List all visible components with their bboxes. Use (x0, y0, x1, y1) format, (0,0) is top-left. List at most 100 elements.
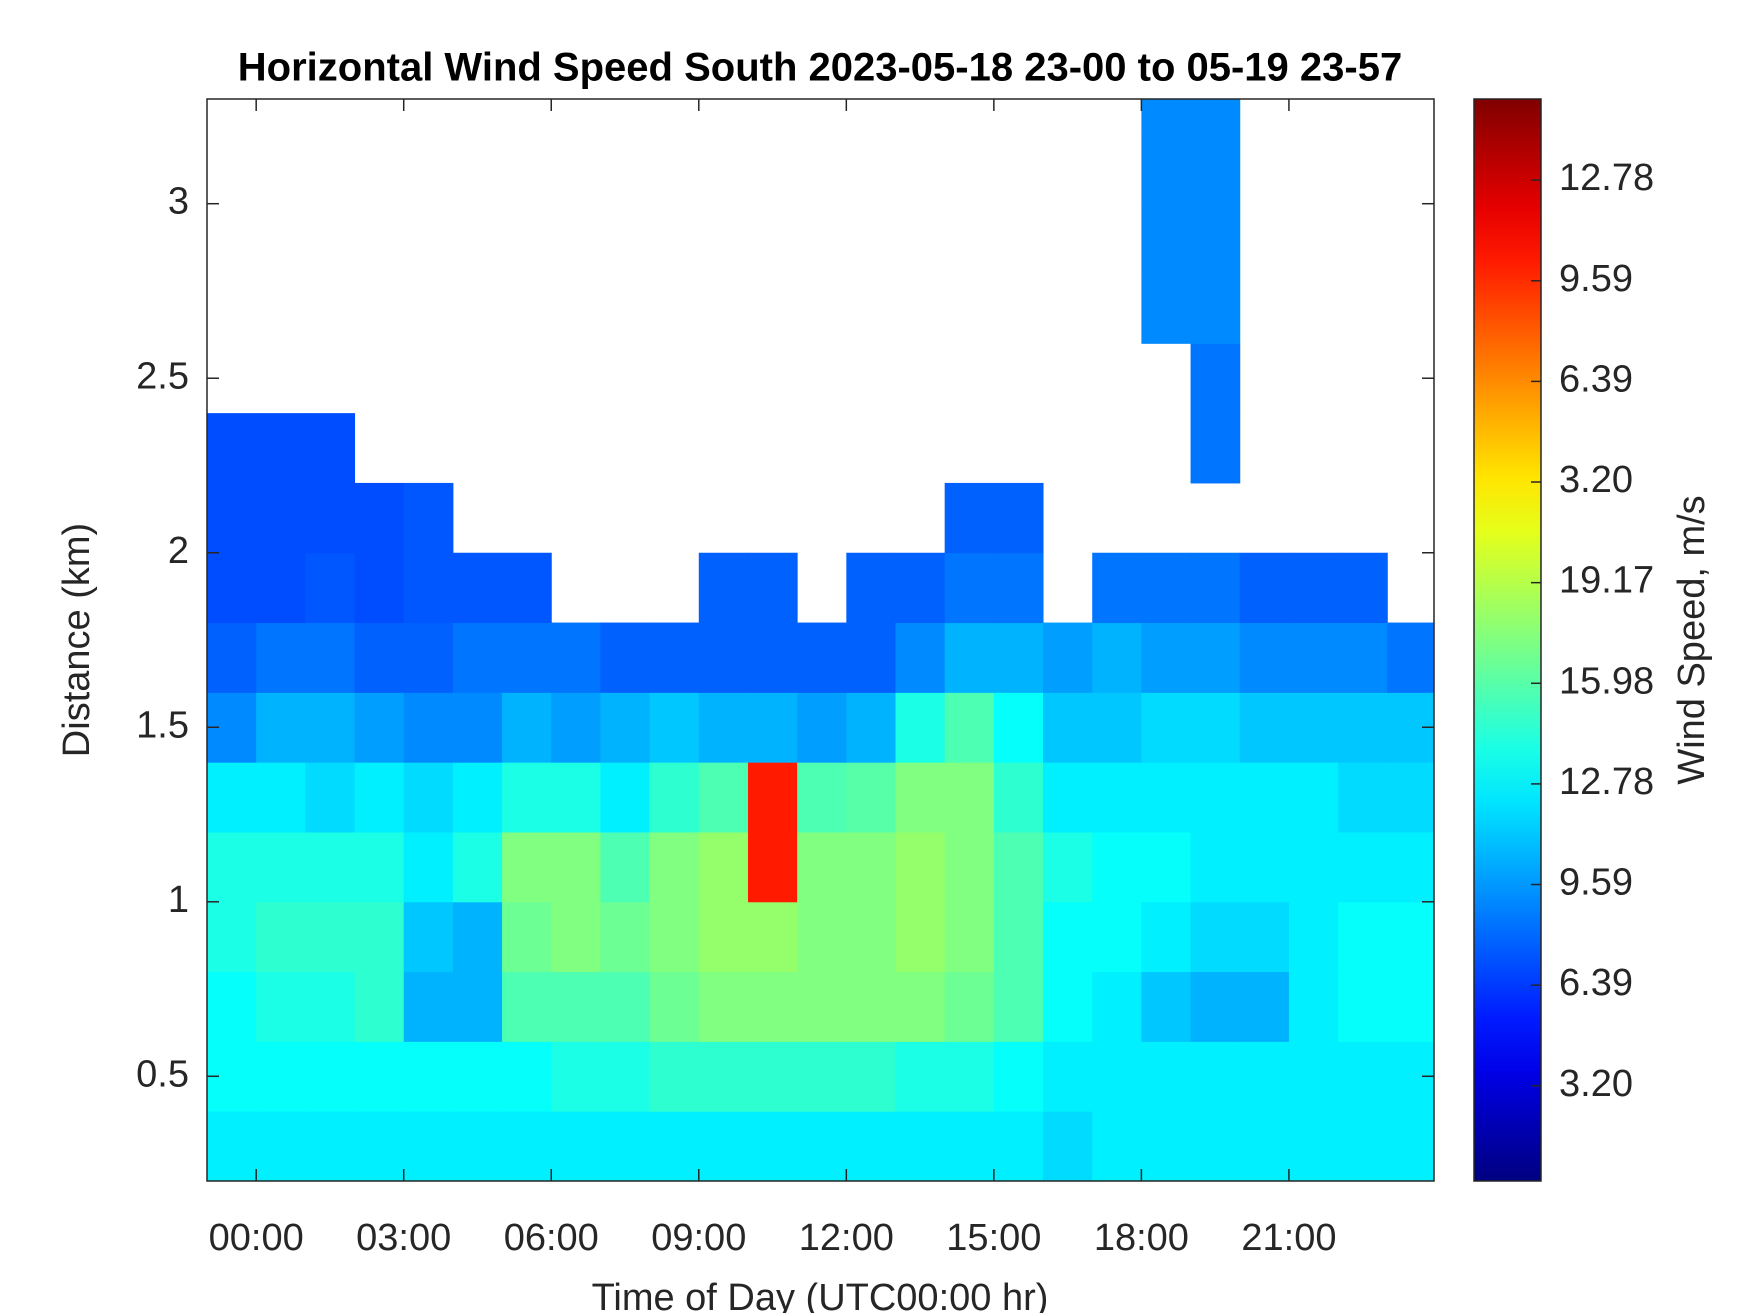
heat-cell (305, 831, 356, 903)
heat-cell (797, 971, 847, 1042)
heat-cell (1239, 901, 1290, 973)
heat-cell (1288, 692, 1339, 763)
heat-cell (797, 1111, 847, 1181)
heat-cell (1190, 343, 1241, 414)
heat-cell (1288, 971, 1339, 1042)
heat-cell (403, 622, 454, 693)
heat-cell (1387, 622, 1434, 693)
heat-cell (551, 1111, 601, 1181)
heat-cell (600, 692, 651, 763)
heat-cell (747, 901, 798, 973)
heat-cell (698, 1041, 749, 1112)
heat-cell (698, 552, 749, 624)
heat-cell (403, 901, 454, 973)
heat-cell (698, 1111, 749, 1181)
heat-cell (207, 482, 257, 554)
heat-cell (698, 901, 749, 973)
heat-cell (698, 692, 749, 763)
heat-cell (305, 1111, 356, 1181)
heat-cell (551, 1041, 601, 1112)
colorbar-label: Wind Speed, m/s (1671, 495, 1713, 784)
colorbar-tick-label: 12.78 (1559, 761, 1654, 803)
heat-cell (452, 762, 503, 833)
heat-cell (797, 1041, 847, 1112)
heat-cell (944, 692, 995, 763)
heat-cell (1338, 622, 1388, 693)
x-axis-label: Time of Day (UTC00:00 hr) (592, 1277, 1049, 1313)
heat-cell (895, 552, 946, 624)
heat-cell (1338, 762, 1388, 833)
heat-cell (1239, 762, 1290, 833)
heat-cell (403, 1111, 454, 1181)
heat-cell (256, 1041, 306, 1112)
heat-cell (1288, 622, 1339, 693)
heat-cell (747, 762, 798, 833)
heat-cell (1288, 1111, 1339, 1181)
heat-cell (452, 971, 503, 1042)
heat-cell (1092, 971, 1142, 1042)
colorbar-tick-label: 3.20 (1559, 459, 1633, 501)
heat-cell (1338, 692, 1388, 763)
heat-cell (354, 1111, 405, 1181)
heat-cell (747, 831, 798, 903)
heat-cell (354, 1041, 405, 1112)
chart-title: Horizontal Wind Speed South 2023-05-18 2… (238, 46, 1402, 90)
heat-cell (895, 692, 946, 763)
heat-cell (993, 901, 1044, 973)
x-tick-label: 06:00 (504, 1217, 599, 1259)
heat-cell (993, 622, 1044, 693)
y-tick-label: 3 (168, 181, 189, 223)
heat-cell (944, 622, 995, 693)
heat-cell (1190, 622, 1241, 693)
colorbar-tick-label: 19.17 (1559, 560, 1654, 602)
heat-cell (551, 622, 601, 693)
heat-cell (452, 901, 503, 973)
heat-cell (551, 692, 601, 763)
heat-cell (1190, 273, 1241, 344)
y-tick-label: 1.5 (136, 704, 189, 746)
heat-cell (1387, 762, 1434, 833)
heat-cell (747, 622, 798, 693)
heat-cell (895, 622, 946, 693)
heat-cell (895, 1041, 946, 1112)
heat-cell (846, 1041, 896, 1112)
heat-cell (993, 1111, 1044, 1181)
heat-cell (1092, 901, 1142, 973)
heat-cell (1288, 831, 1339, 903)
heat-cell (846, 692, 896, 763)
heat-cell (895, 901, 946, 973)
heat-cell (797, 762, 847, 833)
heat-cell (649, 1041, 700, 1112)
colorbar (1473, 98, 1542, 1182)
heat-cell (305, 971, 356, 1042)
heat-cell (403, 762, 454, 833)
heat-cell (502, 901, 552, 973)
colorbar-tick-label: 3.20 (1559, 1063, 1633, 1105)
heat-cell (1141, 971, 1192, 1042)
heat-cell (600, 762, 651, 833)
heat-cell (1043, 692, 1093, 763)
heat-cell (846, 971, 896, 1042)
heat-cell (993, 552, 1044, 624)
heat-cell (1092, 552, 1142, 624)
heat-cell (895, 971, 946, 1042)
heat-cell (747, 971, 798, 1042)
heat-cell (256, 831, 306, 903)
heat-cell (256, 552, 306, 624)
heat-cell (1141, 99, 1192, 135)
heat-cell (993, 762, 1044, 833)
heat-cell (207, 552, 257, 624)
heat-cell (207, 413, 257, 484)
heat-cell (1239, 831, 1290, 903)
heat-cell (846, 1111, 896, 1181)
heat-cell (698, 971, 749, 1042)
heat-cell (1338, 1111, 1388, 1181)
heat-cell (1190, 971, 1241, 1042)
heat-cell (452, 831, 503, 903)
heat-cell (1141, 692, 1192, 763)
heat-cell (207, 762, 257, 833)
heat-cell (1387, 901, 1434, 973)
heat-cell (1141, 203, 1192, 275)
heat-cell (1092, 831, 1142, 903)
heat-cell (1092, 762, 1142, 833)
